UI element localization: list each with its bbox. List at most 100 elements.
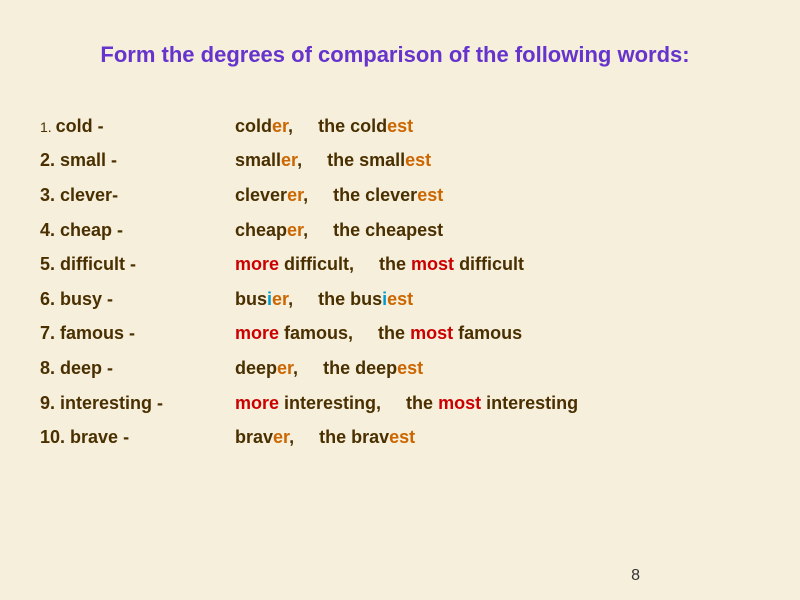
row-number: 7.	[40, 323, 60, 343]
text-part: the clever	[333, 185, 417, 205]
text-part: most	[411, 254, 454, 274]
base-word: brave -	[70, 427, 129, 447]
gap	[354, 254, 379, 274]
word-cell: 7. famous -	[40, 323, 235, 345]
forms-cell: deeper, the deepest	[235, 358, 750, 380]
text-part: more	[235, 393, 279, 413]
text-part: the deep	[323, 358, 397, 378]
forms-cell: more famous, the most famous	[235, 323, 750, 345]
word-cell: 2. small -	[40, 150, 235, 172]
text-part: est	[405, 150, 431, 170]
gap	[302, 150, 327, 170]
slide-container: Form the degrees of comparison of the fo…	[0, 0, 800, 600]
text-part: cold	[235, 116, 272, 136]
text-part: er	[277, 358, 293, 378]
row-number: 10.	[40, 427, 70, 447]
forms-cell: busier, the busiest	[235, 289, 750, 311]
base-word: difficult -	[60, 254, 136, 274]
word-cell: 9. interesting -	[40, 393, 235, 415]
gap	[293, 116, 318, 136]
row-number: 9.	[40, 393, 60, 413]
gap	[293, 289, 318, 309]
list-row: 6. busy -busier, the busiest	[40, 289, 750, 311]
text-part: er	[273, 427, 289, 447]
base-word: small -	[60, 150, 117, 170]
text-part: the cold	[318, 116, 387, 136]
text-part: more	[235, 254, 279, 274]
forms-cell: braver, the bravest	[235, 427, 750, 449]
forms-cell: more difficult, the most difficult	[235, 254, 750, 276]
gap	[294, 427, 319, 447]
text-part: clever	[235, 185, 287, 205]
forms-cell: more interesting, the most interesting	[235, 393, 750, 415]
base-word: clever-	[60, 185, 118, 205]
list-row: 10. brave -braver, the bravest	[40, 427, 750, 449]
text-part: small	[235, 150, 281, 170]
word-cell: 10. brave -	[40, 427, 235, 449]
text-part: brav	[235, 427, 273, 447]
row-number: 4.	[40, 220, 60, 240]
word-cell: 1. cold -	[40, 116, 235, 138]
text-part: bus	[235, 289, 267, 309]
text-part: more	[235, 323, 279, 343]
forms-cell: colder, the coldest	[235, 116, 750, 138]
row-number: 5.	[40, 254, 60, 274]
text-part: er	[281, 150, 297, 170]
word-cell: 4. cheap -	[40, 220, 235, 242]
forms-cell: cleverer, the cleverest	[235, 185, 750, 207]
text-part: the cheapest	[333, 220, 443, 240]
text-part: er	[287, 220, 303, 240]
gap	[381, 393, 406, 413]
row-number: 3.	[40, 185, 60, 205]
text-part: deep	[235, 358, 277, 378]
row-number: 8.	[40, 358, 60, 378]
row-number: 1.	[40, 119, 56, 135]
forms-cell: cheaper, the cheapest	[235, 220, 750, 242]
text-part: most	[438, 393, 481, 413]
word-cell: 6. busy -	[40, 289, 235, 311]
base-word: busy -	[60, 289, 113, 309]
slide-title: Form the degrees of comparison of the fo…	[40, 40, 750, 71]
row-number: 2.	[40, 150, 60, 170]
text-part: interesting	[481, 393, 578, 413]
list-row: 2. small -smaller, the smallest	[40, 150, 750, 172]
word-cell: 8. deep -	[40, 358, 235, 380]
text-part: interesting,	[279, 393, 381, 413]
text-part: difficult,	[279, 254, 354, 274]
text-part: est	[387, 116, 413, 136]
text-part: est	[397, 358, 423, 378]
text-part: the bus	[318, 289, 382, 309]
list-row: 8. deep -deeper, the deepest	[40, 358, 750, 380]
list-row: 7. famous -more famous, the most famous	[40, 323, 750, 345]
text-part: most	[410, 323, 453, 343]
gap	[308, 185, 333, 205]
list-row: 9. interesting -more interesting, the mo…	[40, 393, 750, 415]
text-part: the brav	[319, 427, 389, 447]
base-word: cold -	[56, 116, 104, 136]
text-part: est	[389, 427, 415, 447]
forms-cell: smaller, the smallest	[235, 150, 750, 172]
list-row: 1. cold -colder, the coldest	[40, 116, 750, 138]
base-word: cheap -	[60, 220, 123, 240]
base-word: famous -	[60, 323, 135, 343]
text-part: the	[378, 323, 410, 343]
word-cell: 3. clever-	[40, 185, 235, 207]
gap	[353, 323, 378, 343]
list-row: 4. cheap -cheaper, the cheapest	[40, 220, 750, 242]
text-part: est	[417, 185, 443, 205]
text-part: famous	[453, 323, 522, 343]
text-part: er	[287, 185, 303, 205]
page-number: 8	[631, 567, 640, 585]
list-row: 3. clever-cleverer, the cleverest	[40, 185, 750, 207]
text-part: difficult	[454, 254, 524, 274]
text-part: est	[387, 289, 413, 309]
text-part: famous,	[279, 323, 353, 343]
text-part: cheap	[235, 220, 287, 240]
gap	[298, 358, 323, 378]
base-word: interesting -	[60, 393, 163, 413]
gap	[308, 220, 333, 240]
text-part: the	[406, 393, 438, 413]
text-part: the	[379, 254, 411, 274]
base-word: deep -	[60, 358, 113, 378]
text-part: er	[272, 116, 288, 136]
